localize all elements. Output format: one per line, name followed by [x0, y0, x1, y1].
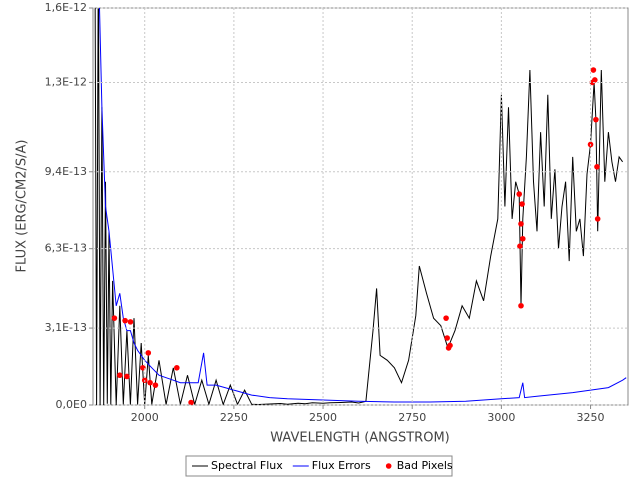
bad-pixel	[444, 335, 450, 341]
bad-pixel	[590, 67, 597, 73]
legend	[185, 455, 453, 477]
bad-pixel	[518, 221, 524, 227]
legend-label: Flux Errors	[312, 459, 371, 472]
x-tick-label: 2750	[398, 411, 426, 424]
bad-pixel	[519, 235, 526, 242]
bad-pixel	[152, 382, 159, 388]
y-tick-label: 1,3E-12	[45, 75, 87, 88]
bad-pixel	[443, 315, 449, 321]
x-tick-label: 2500	[309, 411, 337, 424]
bad-pixel	[127, 319, 134, 325]
series-line	[98, 8, 627, 403]
legend-label: Spectral Flux	[211, 459, 283, 472]
bad-pixel	[519, 201, 525, 207]
bad-pixel	[594, 164, 600, 170]
y-tick-label: 9,4E-13	[45, 165, 87, 178]
x-axis-label: WAVELENGTH (ANGSTROM)	[270, 431, 449, 446]
y-tick-label: 0,0E0	[56, 398, 87, 411]
bad-pixel	[516, 191, 523, 197]
bad-pixel	[116, 372, 123, 379]
bad-pixel	[124, 373, 130, 380]
legend-label: Bad Pixels	[397, 459, 453, 472]
y-axis-label: FLUX (ERG/CM2/S/A)	[15, 140, 30, 273]
plot-content	[94, 8, 627, 405]
bad-pixel	[147, 379, 153, 386]
y-tick-label: 6,3E-13	[45, 242, 87, 255]
series-line	[94, 8, 624, 405]
bad-pixel	[122, 317, 128, 324]
x-tick-label: 3000	[487, 411, 515, 424]
y-tick-label: 1,6E-12	[45, 1, 87, 14]
bad-pixel	[517, 243, 523, 249]
bad-pixel	[111, 315, 118, 321]
bad-pixel	[174, 364, 180, 371]
plot-area	[92, 7, 629, 406]
x-tick-label: 3250	[577, 411, 605, 424]
legend-marker	[385, 463, 392, 469]
bad-pixel	[594, 216, 601, 222]
bad-pixel	[447, 342, 453, 349]
x-tick-label: 2000	[131, 411, 159, 424]
y-tick-label: 3,1E-13	[45, 321, 87, 334]
bad-pixel	[593, 116, 599, 123]
bad-pixel	[145, 350, 152, 356]
bad-pixel	[518, 302, 524, 309]
x-tick-label: 2250	[220, 411, 248, 424]
bad-pixel	[188, 399, 194, 405]
bad-pixel	[592, 77, 598, 83]
